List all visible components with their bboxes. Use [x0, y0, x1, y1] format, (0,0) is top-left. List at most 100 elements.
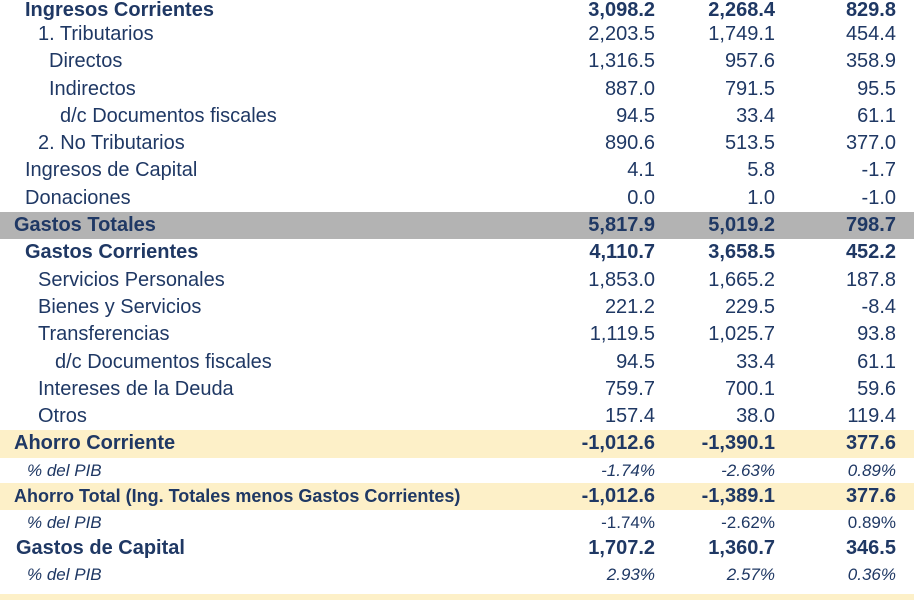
row-label: Gastos de Capital — [16, 537, 185, 560]
row-label: % del PIB — [27, 460, 102, 480]
table-row: d/c Documentos fiscales 94.5 33.4 61.1 — [0, 103, 914, 130]
row-value-2: 957.6 — [724, 50, 775, 73]
row-value-3: 452.2 — [845, 241, 896, 264]
row-value-2: 33.4 — [736, 350, 775, 373]
row-value-2: -2.63% — [721, 460, 775, 480]
row-value-3: 377.0 — [845, 132, 896, 155]
row-value-2: 513.5 — [724, 132, 775, 155]
row-value-3: 358.9 — [845, 50, 896, 73]
row-value-2: 5.8 — [747, 159, 775, 182]
table-row-highlight: Ahorro Corriente -1,012.6 -1,390.1 377.6 — [0, 430, 914, 458]
table-row: Donaciones 0.0 1.0 -1.0 — [0, 185, 914, 212]
row-value-1: 4.1 — [627, 159, 655, 182]
row-label: % del PIB — [27, 513, 102, 533]
row-value-1: 890.6 — [604, 132, 655, 155]
row-value-2: 229.5 — [724, 295, 775, 318]
row-value-2: 33.4 — [736, 104, 775, 127]
row-value-1: 94.5 — [616, 104, 655, 127]
row-value-2: 1,360.7 — [708, 537, 775, 560]
row-value-2: -1,389.1 — [701, 484, 775, 507]
row-value-3: -1.7 — [861, 159, 896, 182]
table-row-highlight: Ahorro Total (Ing. Totales menos Gastos … — [0, 482, 914, 511]
table-row-percent: % del PIB -1.74% -2.62% 0.89% — [0, 510, 914, 535]
row-value-1: -1.74% — [601, 513, 655, 533]
row-value-2: 5,019.2 — [708, 214, 775, 237]
row-value-2: 700.1 — [724, 377, 775, 400]
row-value-3: 187.8 — [845, 268, 896, 291]
row-value-2: 1,025.7 — [708, 323, 775, 346]
table-row: Gastos Corrientes 4,110.7 3,658.5 452.2 — [0, 239, 914, 266]
table-row: d/c Documentos fiscales 94.5 33.4 61.1 — [0, 349, 914, 376]
row-label: Indirectos — [49, 77, 136, 100]
row-value-1: 1,119.5 — [589, 323, 655, 346]
row-value-3: 61.1 — [857, 104, 896, 127]
row-value-1: 2,203.5 — [588, 23, 655, 45]
row-value-1: 4,110.7 — [589, 241, 655, 264]
row-value-3: 346.5 — [845, 537, 896, 560]
row-value-3: 119.4 — [847, 405, 896, 428]
table-row: Intereses de la Deuda 759.7 700.1 59.6 — [0, 376, 914, 403]
table-row: Transferencias 1,119.5 1,025.7 93.8 — [0, 321, 914, 348]
row-value-2: 1,665.2 — [708, 268, 775, 291]
row-value-1: 3,098.2 — [588, 0, 655, 21]
table-row: Indirectos 887.0 791.5 95.5 — [0, 76, 914, 103]
row-value-3: 0.89% — [847, 513, 896, 533]
row-value-2: 2,268.4 — [708, 0, 775, 21]
row-value-2: 2.57% — [726, 565, 775, 585]
row-value-3: 95.5 — [857, 77, 896, 100]
row-value-3: -1.0 — [861, 186, 896, 209]
row-value-2: 791.5 — [724, 77, 775, 100]
row-value-1: 1,707.2 — [588, 537, 655, 560]
row-label: Bienes y Servicios — [38, 295, 202, 318]
row-label: d/c Documentos fiscales — [55, 350, 272, 373]
row-value-1: 221.2 — [604, 295, 655, 318]
row-value-1: 2.93% — [606, 565, 655, 585]
row-value-1: -1.74% — [601, 460, 655, 480]
row-value-1: -1,012.6 — [581, 432, 655, 455]
row-value-3: 93.8 — [857, 323, 896, 346]
row-label: Ahorro Total (Ing. Totales menos Gastos … — [14, 485, 461, 506]
table-row: Bienes y Servicios 221.2 229.5 -8.4 — [0, 294, 914, 321]
row-label: Intereses de la Deuda — [38, 377, 234, 400]
row-value-1: 887.0 — [604, 77, 655, 100]
row-value-3: 59.6 — [857, 377, 896, 400]
table-row: 1. Tributarios 2,203.5 1,749.1 454.4 — [0, 21, 914, 48]
table-row: 2. No Tributarios 890.6 513.5 377.0 — [0, 130, 914, 157]
row-label: Ingresos de Capital — [25, 159, 198, 182]
table-row-percent: % del PIB 2.93% 2.57% 0.36% — [0, 562, 914, 587]
table-row-percent: % del PIB -1.74% -2.63% 0.89% — [0, 458, 914, 483]
table-row: Gastos de Capital 1,707.2 1,360.7 346.5 — [0, 535, 914, 562]
row-label: 1. Tributarios — [38, 23, 154, 45]
row-label: 2. No Tributarios — [38, 132, 185, 155]
row-label: d/c Documentos fiscales — [60, 104, 277, 127]
row-value-2: -2.62% — [721, 513, 775, 533]
row-value-3: 0.89% — [847, 460, 896, 480]
row-value-3: -8.4 — [861, 295, 896, 318]
row-value-3: 0.36% — [847, 565, 896, 585]
row-value-3: 454.4 — [845, 23, 896, 45]
row-value-1: 759.7 — [604, 377, 655, 400]
row-value-2: 3,658.5 — [708, 241, 775, 264]
row-value-3: 829.8 — [845, 0, 896, 21]
table-row: Otros 157.4 38.0 119.4 — [0, 403, 914, 430]
row-label: Transferencias — [38, 323, 170, 346]
row-label: Gastos Totales — [14, 214, 156, 237]
table-row-highlight: Gastos Totales 5,817.9 5,019.2 798.7 — [0, 212, 914, 240]
row-value-1: 0.0 — [627, 186, 655, 209]
row-value-1: 157.4 — [604, 405, 655, 428]
row-value-3: 61.1 — [857, 350, 896, 373]
fiscal-table: Ingresos Corrientes 3,098.2 2,268.4 829.… — [0, 0, 914, 587]
table-row: Servicios Personales 1,853.0 1,665.2 187… — [0, 267, 914, 294]
row-label: Donaciones — [25, 186, 131, 209]
row-value-1: 5,817.9 — [588, 214, 655, 237]
row-label: Directos — [49, 50, 123, 73]
row-value-1: 94.5 — [616, 350, 655, 373]
row-value-1: -1,012.6 — [581, 484, 655, 507]
row-label: % del PIB — [27, 565, 102, 585]
row-value-1: 1,853.0 — [588, 268, 655, 291]
row-value-2: 38.0 — [736, 405, 775, 428]
row-label: Ahorro Corriente — [14, 432, 176, 455]
row-label: Otros — [38, 405, 87, 428]
row-value-3: 377.6 — [845, 484, 896, 507]
row-value-3: 798.7 — [845, 214, 896, 237]
